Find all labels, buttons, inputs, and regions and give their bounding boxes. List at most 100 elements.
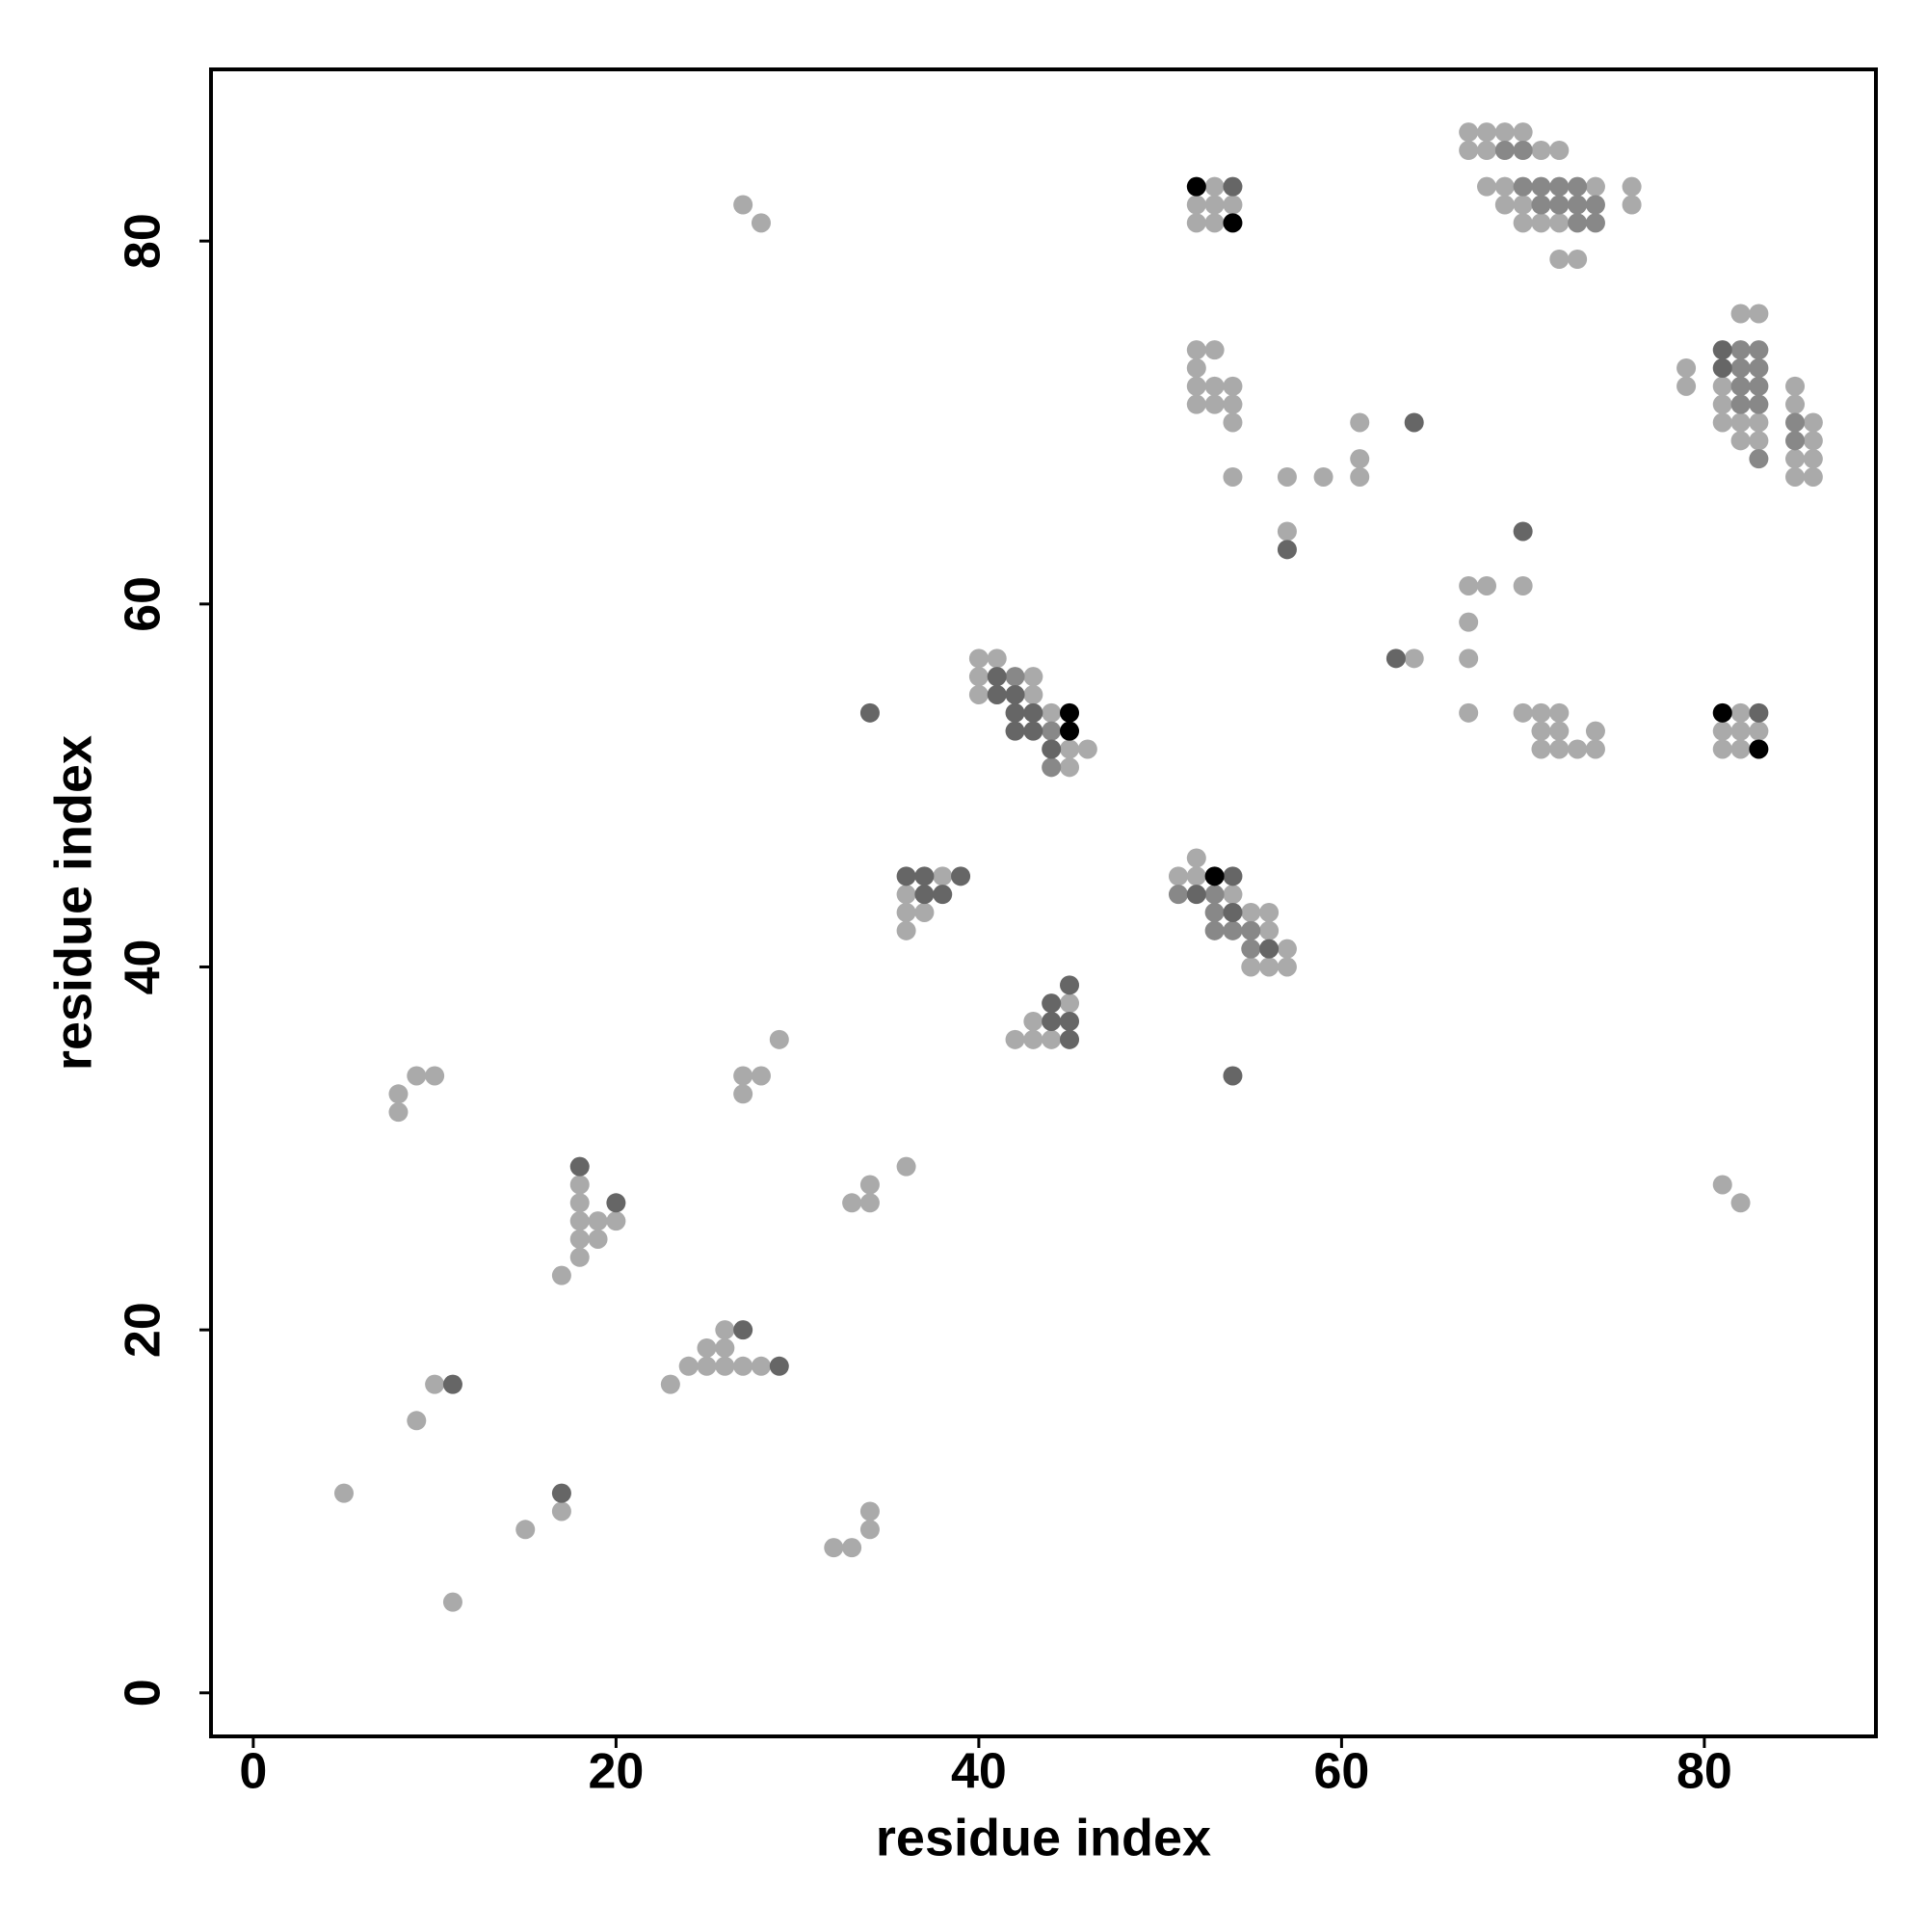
point	[1549, 140, 1570, 160]
point	[1459, 612, 1479, 632]
point	[1223, 213, 1243, 233]
point	[1042, 739, 1062, 759]
point	[1223, 920, 1243, 940]
point	[551, 1483, 571, 1503]
point	[1005, 667, 1025, 687]
point	[1223, 176, 1243, 197]
point	[1568, 176, 1588, 197]
point	[1803, 449, 1823, 469]
point	[1023, 684, 1043, 704]
point	[1186, 394, 1206, 414]
point	[914, 902, 935, 922]
point	[1730, 340, 1751, 360]
point	[1513, 575, 1533, 595]
point	[715, 1337, 735, 1358]
point	[1204, 902, 1225, 922]
point	[1785, 394, 1806, 414]
point	[1712, 721, 1732, 741]
point	[1223, 394, 1243, 414]
point	[1749, 340, 1769, 360]
point	[1749, 702, 1769, 723]
point	[987, 667, 1007, 687]
x-tick-label: 20	[588, 1744, 644, 1800]
point	[1712, 394, 1732, 414]
point	[1186, 213, 1206, 233]
point	[1531, 739, 1551, 759]
point	[1549, 739, 1570, 759]
point	[1730, 702, 1751, 723]
point	[678, 1356, 699, 1376]
point	[859, 1175, 880, 1195]
point	[1186, 376, 1206, 396]
point	[1513, 521, 1533, 542]
point	[1494, 140, 1515, 160]
point	[1060, 1029, 1080, 1049]
point	[1350, 412, 1370, 433]
point	[1531, 176, 1551, 197]
point	[1513, 213, 1533, 233]
point	[660, 1374, 680, 1394]
point	[1730, 739, 1751, 759]
point	[1060, 757, 1080, 778]
x-axis-title: residue index	[876, 1809, 1211, 1866]
point	[1477, 176, 1497, 197]
point	[1459, 702, 1479, 723]
plot-frame	[209, 67, 1878, 1738]
point	[1730, 304, 1751, 324]
point	[733, 1320, 753, 1340]
point	[1223, 902, 1243, 922]
y-tick-label: 80	[116, 213, 172, 269]
point	[1060, 721, 1080, 741]
point	[1531, 702, 1551, 723]
point	[751, 213, 771, 233]
point	[1459, 575, 1479, 595]
point	[551, 1501, 571, 1522]
x-tick-label: 60	[1313, 1744, 1369, 1800]
point	[1223, 376, 1243, 396]
point	[1241, 902, 1261, 922]
point	[1568, 739, 1588, 759]
point	[1241, 920, 1261, 940]
point	[1204, 340, 1225, 360]
point	[1730, 412, 1751, 433]
point	[1277, 957, 1297, 977]
point	[1803, 431, 1823, 451]
point	[1712, 376, 1732, 396]
point	[1531, 213, 1551, 233]
point	[1186, 195, 1206, 215]
point	[1042, 721, 1062, 741]
point	[1749, 449, 1769, 469]
point	[425, 1066, 445, 1086]
point	[1204, 376, 1225, 396]
point	[1241, 957, 1261, 977]
point	[842, 1538, 862, 1558]
point	[1730, 376, 1751, 396]
point	[1223, 466, 1243, 487]
point	[1585, 176, 1605, 197]
point	[1023, 1029, 1043, 1049]
point	[968, 667, 989, 687]
point	[1204, 866, 1225, 887]
point	[1785, 376, 1806, 396]
point	[388, 1102, 409, 1123]
point	[859, 1501, 880, 1522]
point	[933, 885, 953, 905]
point	[569, 1229, 590, 1249]
point	[1749, 431, 1769, 451]
point	[1005, 702, 1025, 723]
point	[1513, 176, 1533, 197]
point	[1513, 702, 1533, 723]
point	[1077, 739, 1097, 759]
point	[551, 1265, 571, 1285]
point	[1803, 412, 1823, 433]
point	[1712, 357, 1732, 378]
point	[1712, 1175, 1732, 1195]
point	[1585, 721, 1605, 741]
point	[588, 1211, 608, 1231]
point	[733, 1356, 753, 1376]
point	[569, 1247, 590, 1267]
point	[1459, 140, 1479, 160]
point	[1277, 540, 1297, 560]
point	[1568, 195, 1588, 215]
point	[1204, 176, 1225, 197]
